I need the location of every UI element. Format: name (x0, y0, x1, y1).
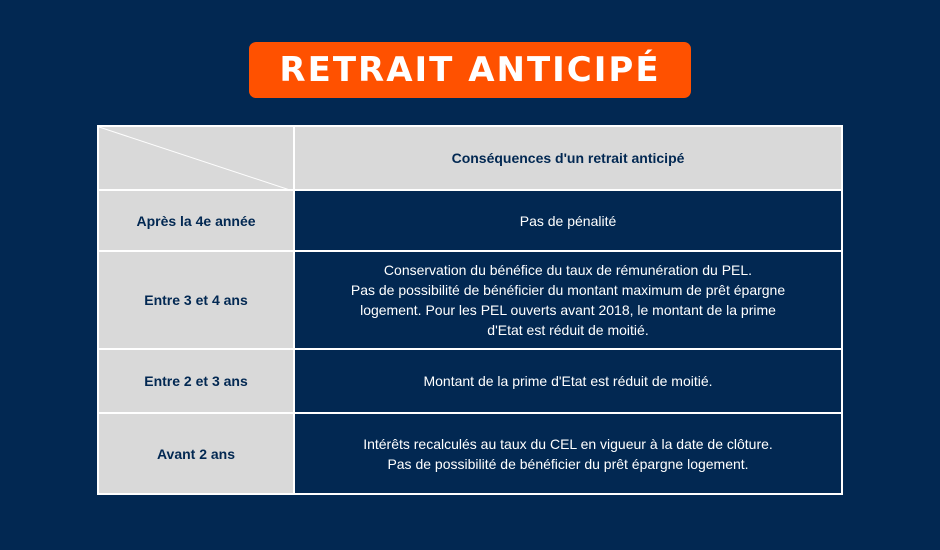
row-label: Entre 3 et 4 ans (99, 252, 293, 348)
text-line: d'Etat est réduit de moitié. (487, 322, 649, 338)
row-label: Entre 2 et 3 ans (99, 350, 293, 412)
row-value: Montant de la prime d'Etat est réduit de… (295, 350, 841, 412)
text-line: Pas de possibilité de bénéficier du prêt… (387, 455, 749, 472)
row-value: Intérêts recalculés au taux du CEL en vi… (295, 414, 841, 493)
text-line: Intérêts recalculés au taux du CEL en vi… (363, 435, 773, 452)
text-line: Montant de la prime d'Etat est réduit de… (423, 373, 713, 389)
row-value: Conservation du bénéfice du taux de rému… (295, 252, 841, 348)
text-line: logement. Pour les PEL ouverts avant 201… (360, 302, 776, 318)
corner-cell (99, 127, 293, 189)
row-label: Avant 2 ans (99, 414, 293, 493)
row-value: Pas de pénalité (295, 191, 841, 250)
text-line: Conservation du bénéfice du taux de rému… (383, 262, 753, 278)
text-line: Pas de pénalité (519, 212, 617, 229)
text-line: Pas de possibilité de bénéficier du mont… (350, 282, 786, 298)
page-title: RETRAIT ANTICIPÉ (249, 42, 691, 98)
column-header: Conséquences d'un retrait anticipé (295, 127, 841, 189)
row-label: Après la 4e année (99, 191, 293, 250)
diagonal-line (99, 127, 289, 189)
consequences-table: Conséquences d'un retrait anticipé Après… (97, 125, 843, 495)
